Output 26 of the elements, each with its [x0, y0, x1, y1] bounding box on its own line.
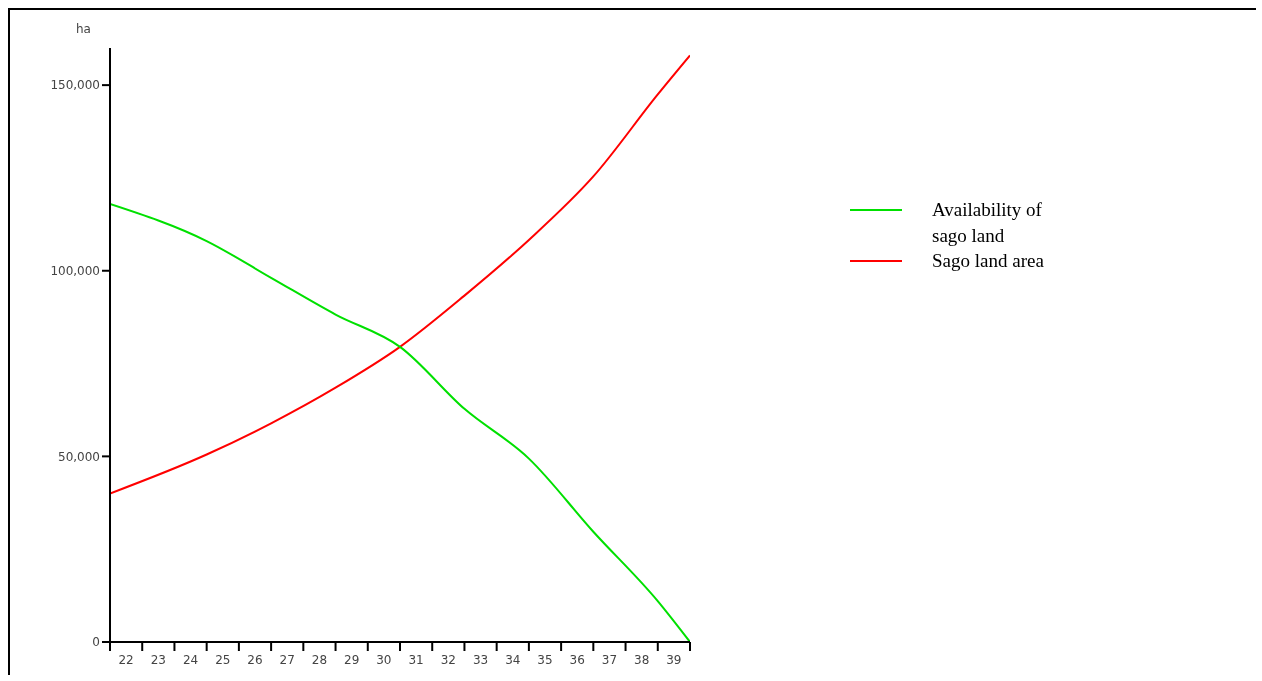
x-tick-label: 32 [440, 653, 456, 667]
x-tick-label: 24 [182, 653, 199, 667]
x-tick-label: 26 [247, 653, 263, 667]
x-tick-label: 31 [408, 653, 424, 667]
x-tick-label: 22 [118, 653, 134, 667]
legend-label: Availability of sago land [932, 198, 1043, 248]
x-tick-label: 30 [376, 653, 392, 667]
x-tick-label: 29 [344, 653, 360, 667]
x-tick-label: 27 [279, 653, 295, 667]
y-tick-label: 150,000 [50, 78, 100, 93]
y-axis-title: ha [76, 22, 91, 36]
x-tick-label: 39 [666, 653, 682, 667]
y-tick-label: 100,000 [50, 264, 100, 279]
line-series [110, 54, 690, 495]
y-tick-label: 50,000 [58, 449, 100, 464]
x-tick-label: 36 [569, 653, 585, 667]
y-tick-label: 0 [92, 635, 100, 650]
x-tick-label: 35 [537, 653, 553, 667]
x-tick-label: 28 [311, 653, 328, 667]
x-tick-label: 33 [472, 653, 489, 667]
x-tick-label: 37 [601, 653, 618, 667]
x-tick-label: 38 [634, 653, 650, 667]
x-tick-label: 23 [150, 653, 166, 667]
legend-label: Sago land area [932, 249, 1044, 273]
x-tick-label: 25 [215, 653, 231, 667]
x-tick-label: 34 [505, 653, 521, 667]
